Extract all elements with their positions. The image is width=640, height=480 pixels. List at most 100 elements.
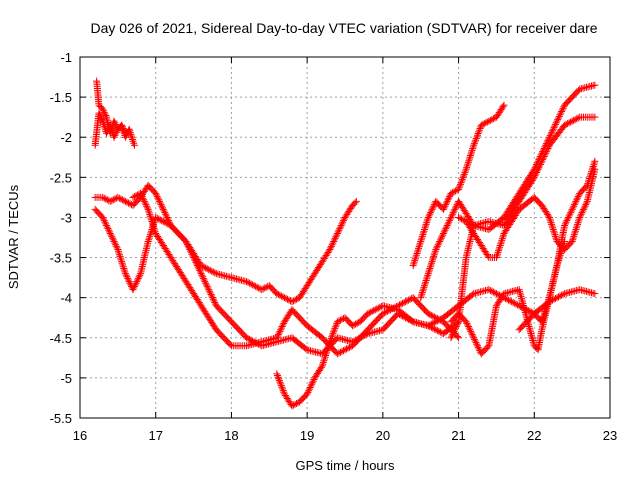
data-point [100,217,108,225]
series-arc-3 [91,197,360,306]
data-point [277,326,285,334]
data-point [574,114,582,122]
data-point [544,144,552,152]
data-point [573,115,581,123]
data-point [474,130,482,138]
data-point [496,243,504,251]
data-point [99,105,107,113]
data-point [498,235,506,243]
data-point [550,229,558,237]
data-point [336,316,344,324]
data-point [544,299,552,307]
data-point [473,340,481,348]
data-point [430,202,438,210]
y-tick-label: -5.5 [50,411,72,426]
data-point [455,334,463,342]
data-point [99,215,107,223]
data-point [365,309,373,317]
series-arc-9 [447,113,599,342]
data-point [104,225,112,233]
data-point [512,300,520,308]
data-point [421,282,428,290]
data-point [543,301,551,309]
data-point [146,232,154,240]
data-point [591,157,599,165]
data-point [331,324,339,332]
data-point [279,321,287,329]
data-point [476,125,484,133]
data-point [472,135,480,143]
data-point [561,238,569,246]
data-point [432,318,440,326]
data-point [549,224,557,232]
data-point [246,279,254,287]
data-point [98,116,106,124]
data-point [466,152,474,160]
data-point [275,329,283,337]
data-point [469,332,477,340]
data-point [124,274,132,282]
data-point [470,141,478,149]
data-point [135,273,143,281]
data-point [143,202,151,210]
data-point [579,207,587,215]
data-point [454,319,462,327]
data-point [103,196,111,204]
data-point [157,201,165,209]
data-point [158,217,166,225]
data-point [450,188,458,196]
data-point [328,241,336,249]
data-point [552,119,560,127]
data-point [489,288,497,296]
data-point [484,252,492,260]
data-point [444,196,452,204]
data-point [417,292,425,300]
data-point [585,174,593,182]
data-point [253,283,261,291]
data-point [139,194,147,202]
data-point [146,231,154,239]
data-point [458,215,466,223]
data-point [324,345,332,353]
data-point [335,349,343,357]
data-point [106,228,114,236]
data-point [109,234,117,242]
series-arc-7 [409,101,508,270]
data-point [290,297,298,305]
data-point [145,236,153,244]
data-point [491,289,499,297]
data-point [427,311,435,319]
data-point [424,310,432,318]
data-point [413,250,421,258]
data-point [153,193,161,201]
data-point [425,268,433,276]
data-point [569,234,577,242]
data-point [350,321,358,329]
data-point [321,353,329,361]
data-point [587,171,595,179]
data-point [165,217,173,225]
y-tick-label: -1 [60,50,72,65]
data-point [461,169,469,177]
data-point [544,297,552,305]
data-point [469,143,477,151]
data-point [211,269,219,277]
data-point [464,321,472,329]
data-point [96,111,104,119]
data-point [560,239,568,247]
data-point [460,170,468,178]
data-point [127,132,135,140]
data-point [416,241,424,249]
data-point [199,262,207,270]
data-point [472,136,480,144]
data-point [591,113,599,121]
data-point [330,236,338,244]
data-point [106,121,114,129]
data-point [303,390,311,398]
data-point [588,166,596,174]
data-point [274,373,282,381]
data-point [436,236,444,244]
data-point [332,233,340,241]
data-point [449,210,457,218]
